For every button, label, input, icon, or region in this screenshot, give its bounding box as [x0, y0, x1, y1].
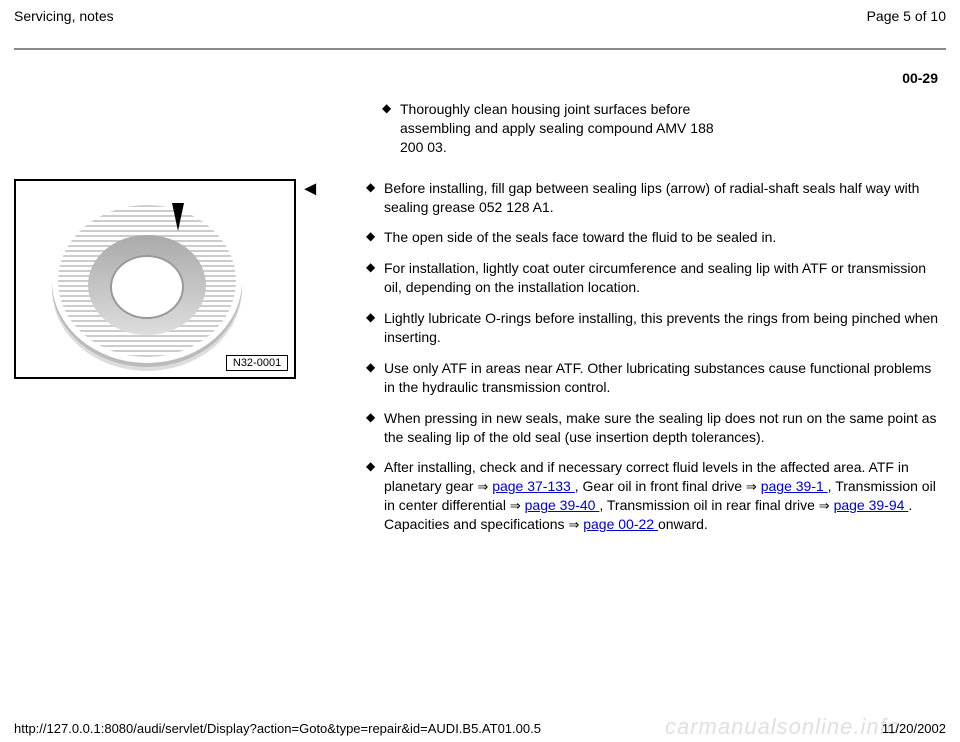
goto-arrow-icon: ⇒: [568, 517, 579, 532]
list-item: ◆ Lightly lubricate O-rings before insta…: [366, 309, 946, 347]
bullet-icon: ◆: [366, 359, 380, 376]
page-link-39-40[interactable]: page 39-40: [525, 497, 600, 513]
goto-arrow-icon: ⇒: [510, 498, 521, 513]
bullet-text: Thoroughly clean housing joint surfaces …: [400, 100, 740, 157]
list-item: ◆ The open side of the seals face toward…: [366, 228, 946, 247]
list-item: ◆ Before installing, fill gap between se…: [366, 179, 946, 217]
footer-url: http://127.0.0.1:8080/audi/servlet/Displ…: [14, 721, 541, 736]
text-segment: onward.: [658, 516, 708, 532]
page: Servicing, notes Page 5 of 10 00-29 ◆ Th…: [0, 0, 960, 742]
intro-block: ◆ Thoroughly clean housing joint surface…: [382, 100, 946, 157]
list-item: ◆ Thoroughly clean housing joint surface…: [382, 100, 946, 157]
bullet-text: The open side of the seals face toward t…: [384, 228, 946, 247]
section-number: 00-29: [902, 70, 938, 86]
bullet-icon: ◆: [366, 259, 380, 276]
main-bullets: ◆ Before installing, fill gap between se…: [366, 179, 946, 534]
bullet-text: Lightly lubricate O-rings before install…: [384, 309, 946, 347]
footer-date: 11/20/2002: [882, 721, 946, 736]
header-rule: [14, 48, 946, 50]
seal-figure: N32-0001: [14, 179, 296, 379]
figure-text-block: N32-0001 ◄ ◆ Before installing, fill gap…: [14, 179, 946, 546]
page-link-39-94[interactable]: page 39-94: [834, 497, 909, 513]
content-area: ◆ Thoroughly clean housing joint surface…: [14, 100, 946, 546]
header-title: Servicing, notes: [14, 8, 114, 24]
bullet-text: When pressing in new seals, make sure th…: [384, 409, 946, 447]
bullet-icon: ◆: [366, 458, 380, 475]
bullet-icon: ◆: [366, 179, 380, 196]
bullet-icon: ◆: [366, 228, 380, 245]
bullet-text: For installation, lightly coat outer cir…: [384, 259, 946, 297]
bullet-icon: ◆: [366, 409, 380, 426]
goto-arrow-icon: ⇒: [746, 479, 757, 494]
goto-arrow-icon: ⇒: [477, 479, 488, 494]
bullet-icon: ◆: [366, 309, 380, 326]
figure-label: N32-0001: [226, 355, 288, 371]
text-column: ◆ Before installing, fill gap between se…: [366, 179, 946, 546]
page-link-39-1[interactable]: page 39-1: [761, 478, 828, 494]
text-segment: , Gear oil in front final drive: [575, 478, 746, 494]
page-header: Servicing, notes Page 5 of 10: [14, 8, 946, 24]
page-link-00-22[interactable]: page 00-22: [583, 516, 658, 532]
goto-arrow-icon: ⇒: [819, 498, 830, 513]
page-link-37-133[interactable]: page 37-133: [492, 478, 575, 494]
page-footer: http://127.0.0.1:8080/audi/servlet/Displ…: [14, 721, 946, 736]
header-pageinfo: Page 5 of 10: [867, 8, 946, 24]
text-segment: , Transmission oil in rear final drive: [599, 497, 818, 513]
intro-bullets: ◆ Thoroughly clean housing joint surface…: [382, 100, 946, 157]
bullet-text: Use only ATF in areas near ATF. Other lu…: [384, 359, 946, 397]
seal-ring-hole: [110, 255, 184, 319]
bullet-text: Before installing, fill gap between seal…: [384, 179, 946, 217]
figure-column: N32-0001 ◄: [14, 179, 326, 379]
list-item: ◆ For installation, lightly coat outer c…: [366, 259, 946, 297]
list-item: ◆ After installing, check and if necessa…: [366, 458, 946, 534]
list-item: ◆ Use only ATF in areas near ATF. Other …: [366, 359, 946, 397]
bullet-icon: ◆: [382, 100, 396, 117]
bullet-text-with-links: After installing, check and if necessary…: [384, 458, 946, 534]
arrow-indicator-icon: [172, 203, 184, 231]
list-item: ◆ When pressing in new seals, make sure …: [366, 409, 946, 447]
left-arrow-icon: ◄: [300, 179, 320, 199]
